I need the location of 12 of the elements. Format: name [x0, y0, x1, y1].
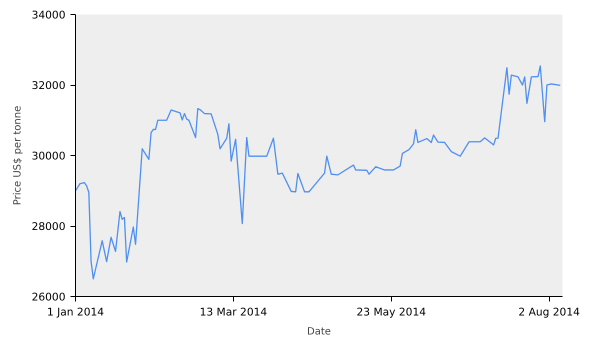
y-axis-title: Price US$ per tonne	[12, 106, 24, 206]
x-tick-label: 1 Jan 2014	[46, 306, 104, 318]
y-tick-label: 28000	[32, 220, 66, 233]
x-axis-title: Date	[307, 326, 331, 338]
line-series	[76, 65, 561, 280]
y-tick-label: 26000	[32, 290, 66, 304]
y-tick-label: 34000	[32, 8, 66, 22]
y-tick-label: 32000	[32, 79, 66, 92]
x-tick-label: 13 Mar 2014	[200, 306, 268, 318]
y-tick-label: 30000	[32, 150, 66, 162]
x-tick-label: 23 May 2014	[356, 306, 426, 318]
x-tick-label: 2 Aug 2014	[518, 306, 580, 318]
